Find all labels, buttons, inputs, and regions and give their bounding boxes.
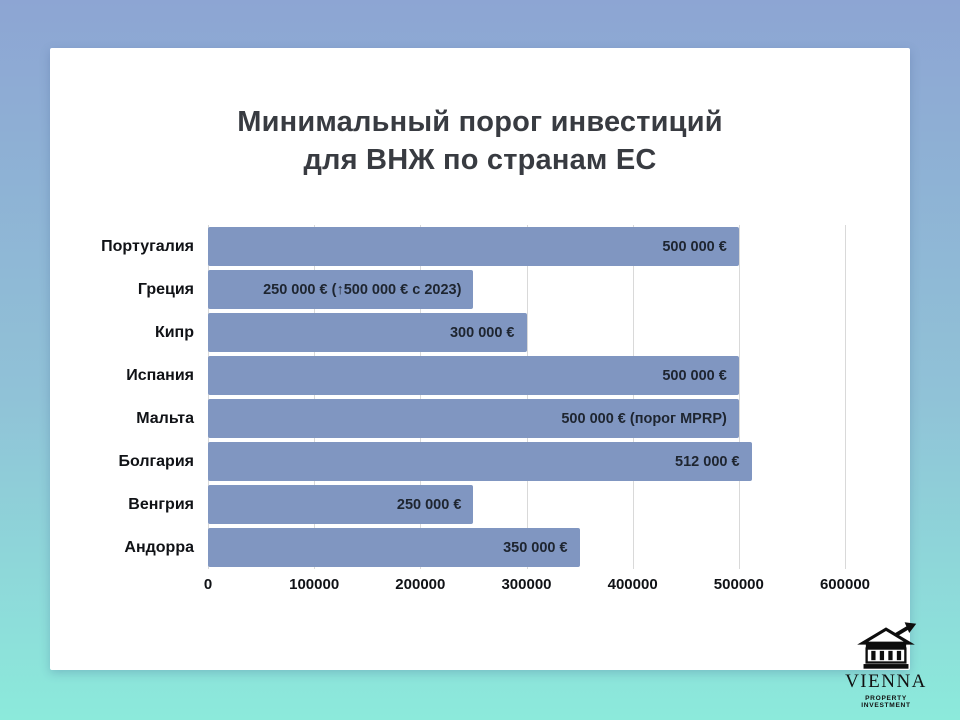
bar-value-label: 350 000 € [503,539,568,556]
bar-track: 512 000 € [208,442,845,482]
bar: 350 000 € [208,528,580,568]
logo-subtitle: PROPERTY INVESTMENT [861,694,911,709]
bar-value-label: 512 000 € [675,453,740,470]
chart-title: Минимальный порог инвестиций для ВНЖ по … [50,104,910,179]
category-label: Мальта [136,409,194,427]
x-tick-label: 200000 [395,576,446,594]
bar-value-label: 250 000 € [396,496,462,513]
bar: 512 000 € [208,442,752,482]
bar: 500 000 € [208,356,739,396]
category-label: Испания [126,366,194,384]
chart-row: Греция 250 000 € (↑500 000 € с 2023) [50,268,845,311]
chart-row: Болгария 512 000 € [50,440,845,483]
bar-track: 300 000 € [208,313,845,353]
plot-area [208,225,846,570]
chart-row: Андорра 350 000 € [50,526,845,569]
vienna-logo: VIENNA PROPERTY INVESTMENT [842,622,930,709]
bar-value-label: 500 000 € [662,238,727,255]
building-with-growth-arrow-icon [857,622,917,669]
chart-card: Минимальный порог инвестиций для ВНЖ по … [50,48,910,670]
bar-value-label: 300 000 € [449,324,515,341]
bar: 500 000 € (порог MPRP) [208,399,739,439]
chart-row: Кипр 300 000 € [50,311,845,354]
bar-track: 350 000 € [208,528,845,568]
x-tick-label: 300000 [501,576,552,594]
category-label: Кипр [154,323,194,341]
gridline [526,225,528,570]
x-tick-label: 0 [203,576,213,594]
x-tick-label: 600000 [819,576,871,594]
gridline [314,225,316,570]
bar-track: 500 000 € [208,356,845,396]
chart-row: Португалия 500 000 € [50,225,845,268]
bar-track: 500 000 € (порог MPRP) [208,399,845,439]
gridline [208,225,209,570]
category-label: Португалия [101,237,194,255]
gridline [738,225,740,570]
category-label: Андорра [124,538,194,556]
logo-name: VIENNA [845,671,927,692]
gridline [632,225,634,570]
category-label: Венгрия [128,495,194,513]
bar-track: 250 000 € (↑500 000 € с 2023) [208,270,845,310]
category-label: Болгария [118,452,194,470]
chart-row: Мальта 500 000 € (порог MPRP) [50,397,845,440]
x-tick-label: 400000 [607,576,658,594]
gridline [845,225,846,570]
chart-title-line1: Минимальный порог инвестиций [237,106,723,138]
bar-value-label: 500 000 € (порог MPRP) [561,410,727,427]
x-tick-label: 100000 [289,576,340,594]
bar-value-label: 500 000 € [662,367,727,384]
category-label: Греция [137,280,194,298]
bar-value-label: 250 000 € (↑500 000 € с 2023) [263,281,462,298]
bar: 250 000 € (↑500 000 € с 2023) [208,270,474,310]
bar-track: 250 000 € [208,485,845,525]
x-axis: 0 100000 200000 300000 400000 500000 600000 [204,574,870,600]
bar: 300 000 € [208,313,527,353]
bar-chart: Португалия 500 000 € Греция 250 000 € (↑500… [50,225,870,600]
chart-row: Испания 500 000 € [50,354,845,397]
chart-rows: Португалия 500 000 € Греция 250 000 € (↑500… [50,225,845,569]
bar: 250 000 € [208,485,474,525]
gridline [420,225,422,570]
chart-row: Венгрия 250 000 € [50,483,845,526]
bar-track: 500 000 € [208,227,845,267]
bar: 500 000 € [208,227,739,267]
chart-title-line2: для ВНЖ по странам ЕС [303,143,657,176]
x-tick-label: 500000 [713,576,764,594]
